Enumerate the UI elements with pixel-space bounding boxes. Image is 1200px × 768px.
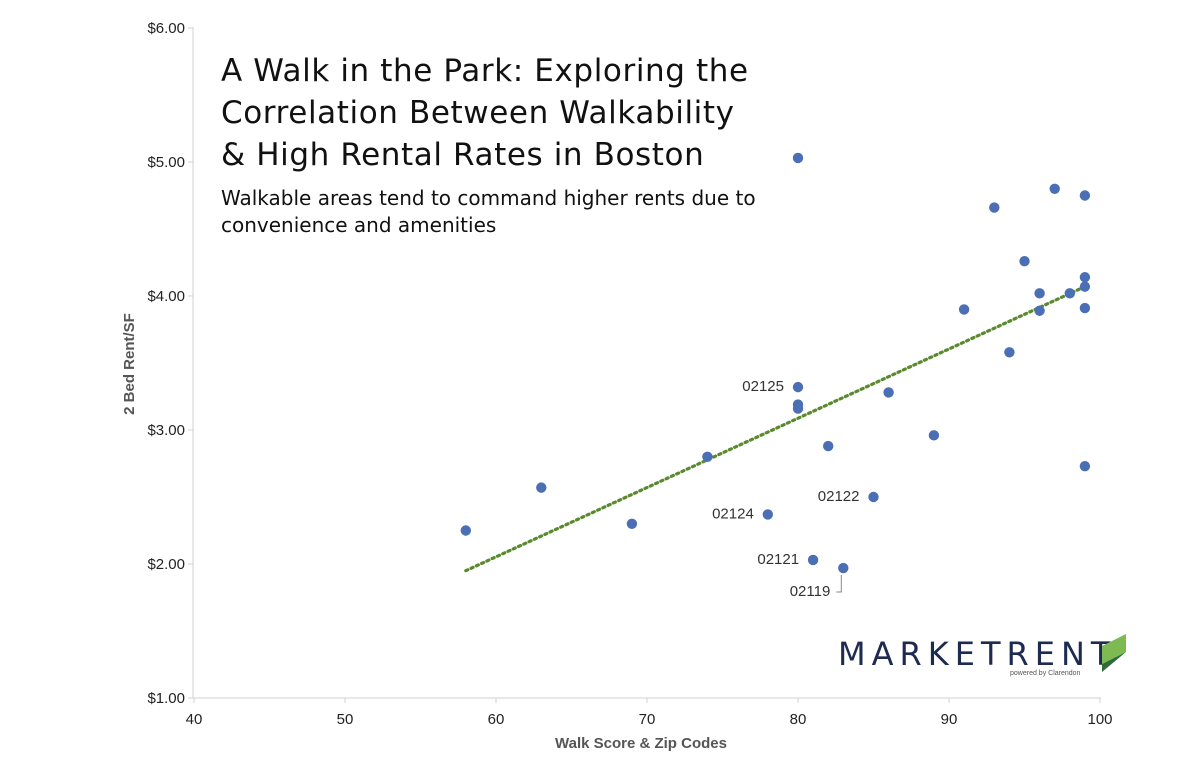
x-tick-label: 70 <box>639 711 656 728</box>
y-tick-label: $4.00 <box>147 288 185 305</box>
x-tick-label: 90 <box>941 711 958 728</box>
x-tick-label: 100 <box>1087 711 1112 728</box>
logo-tagline: powered by Clarendon <box>1010 670 1081 677</box>
x-axis-title: Walk Score & Zip Codes <box>555 735 727 752</box>
data-point <box>1079 460 1091 472</box>
data-point <box>868 491 879 503</box>
chart-title: A Walk in the Park: Exploring the Correl… <box>221 50 781 176</box>
data-point <box>989 202 1000 213</box>
marketrent-logo: MARKETRENT powered by Clarendon <box>838 632 1138 684</box>
data-point <box>1004 347 1015 358</box>
point-label: 02121 <box>757 551 799 568</box>
data-point <box>823 440 834 452</box>
x-tick-label: 50 <box>337 711 354 728</box>
data-point <box>1034 288 1045 299</box>
chart-subtitle: Walkable areas tend to command higher re… <box>221 185 781 239</box>
trendline <box>464 285 1087 573</box>
data-point <box>1079 281 1091 292</box>
data-point <box>1079 190 1091 201</box>
x-ticks: 40 50 60 70 80 90 100 <box>186 698 1113 728</box>
point-label: 02125 <box>742 378 784 395</box>
point-labels: 02124 02125 02121 02119 02122 <box>712 378 859 600</box>
y-tick-label: $1.00 <box>147 690 185 707</box>
data-point <box>626 518 638 529</box>
y-tick-label: $3.00 <box>147 422 185 439</box>
logo-mark-icon <box>1102 634 1126 672</box>
data-point <box>702 451 713 462</box>
y-tick-label: $2.00 <box>147 556 185 573</box>
data-point <box>928 430 940 441</box>
data-point <box>1019 255 1030 267</box>
data-point <box>792 152 804 164</box>
data-point <box>792 381 804 393</box>
data-point <box>958 304 970 315</box>
y-tick-label: $6.00 <box>147 20 185 37</box>
data-point <box>883 387 894 398</box>
chart-title-line-1: A Walk in the Park: Exploring the <box>221 53 749 89</box>
data-point <box>1049 183 1060 194</box>
point-label: 02124 <box>712 505 754 522</box>
data-point <box>792 403 804 414</box>
logo-wordmark: MARKETRENT <box>838 635 1117 673</box>
label-leader-line <box>836 575 842 593</box>
y-axis-title: 2 Bed Rent/SF <box>121 313 138 415</box>
data-point <box>460 525 471 536</box>
chart-subtitle-line-2: convenience and amenities <box>221 213 497 237</box>
data-point <box>1034 305 1045 316</box>
data-point <box>807 554 819 566</box>
x-tick-label: 40 <box>186 711 203 728</box>
data-point <box>1079 302 1091 314</box>
y-ticks: $1.00 $2.00 $3.00 $4.00 $5.00 $6.00 <box>147 20 193 707</box>
data-point <box>838 562 849 574</box>
chart-title-line-2: Correlation Between Walkability <box>221 95 735 131</box>
point-label: 02119 <box>790 583 831 600</box>
chart-subtitle-line-1: Walkable areas tend to command higher re… <box>221 186 756 210</box>
data-point <box>1079 272 1091 283</box>
point-label: 02122 <box>818 488 860 505</box>
data-point <box>1064 288 1076 299</box>
data-points <box>460 152 1091 574</box>
chart-title-line-3: & High Rental Rates in Boston <box>221 137 705 173</box>
data-point <box>762 509 773 520</box>
x-tick-label: 60 <box>488 711 505 728</box>
data-point <box>536 482 547 493</box>
y-tick-label: $5.00 <box>147 154 185 171</box>
x-tick-label: 80 <box>790 711 807 728</box>
